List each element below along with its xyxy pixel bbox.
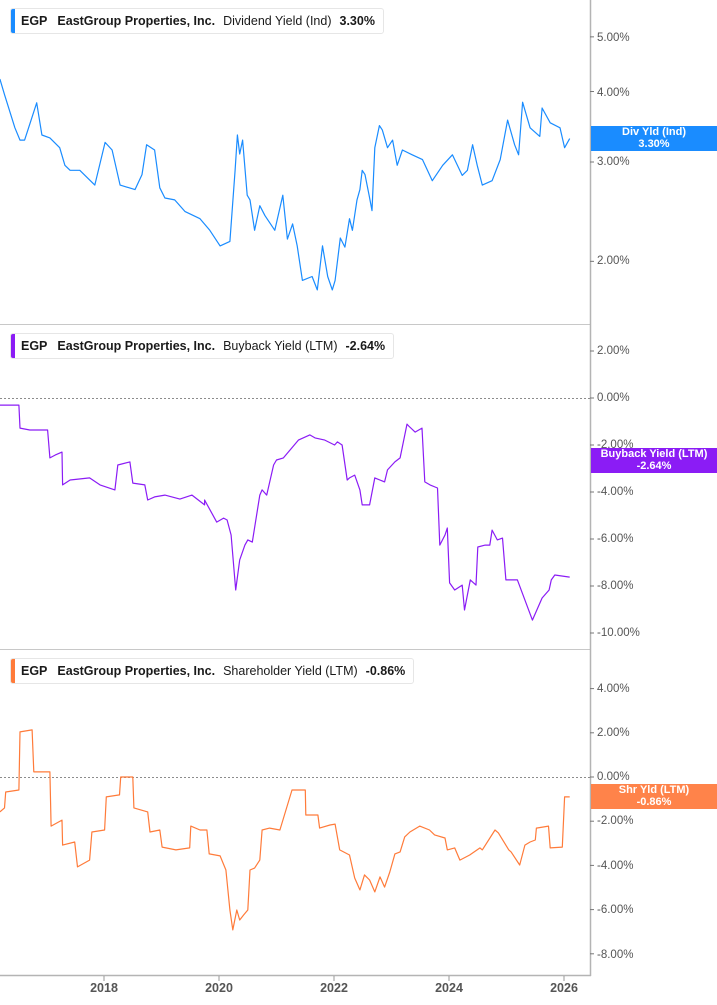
y-tick-label: 4.00% bbox=[597, 87, 630, 99]
legend-dividend-yield[interactable]: EGP EastGroup Properties, Inc. Dividend … bbox=[10, 8, 384, 34]
x-tick-marks bbox=[103, 976, 565, 981]
y-tick-label: -8.00% bbox=[597, 580, 634, 592]
y-tick-label: 3.00% bbox=[597, 156, 630, 168]
y-tick-label: -4.00% bbox=[597, 860, 634, 872]
legend-ticker: EGP bbox=[21, 339, 48, 353]
legend-metric: Dividend Yield (Ind) bbox=[223, 14, 332, 28]
legend-metric: Buyback Yield (LTM) bbox=[223, 339, 338, 353]
x-tick-label: 2022 bbox=[320, 981, 348, 995]
legend-ticker: EGP bbox=[21, 14, 48, 28]
legend-color-bar bbox=[11, 334, 15, 358]
legend-color-bar bbox=[11, 659, 15, 683]
dividend-yield-line[interactable] bbox=[0, 78, 571, 291]
legend-buyback-yield[interactable]: EGP EastGroup Properties, Inc. Buyback Y… bbox=[10, 333, 395, 359]
flag-value: -2.64% bbox=[636, 459, 672, 472]
x-tick-label: 2024 bbox=[435, 981, 463, 995]
shareholder-yield-line[interactable] bbox=[0, 729, 570, 931]
y-tick-label: -8.00% bbox=[597, 949, 634, 961]
current-value-flag-dividend: Div Yld (Ind) 3.30% bbox=[591, 126, 717, 151]
x-tick-label: 2018 bbox=[90, 981, 118, 995]
y-tick-label: -4.00% bbox=[597, 486, 634, 498]
y-tick-label: -6.00% bbox=[597, 533, 634, 545]
x-tick-label: 2020 bbox=[205, 981, 233, 995]
y-tick-label: -6.00% bbox=[597, 904, 634, 916]
y-tick-label: 2.00% bbox=[597, 727, 630, 739]
legend-color-bar bbox=[11, 9, 15, 33]
y-tick-marks bbox=[590, 36, 594, 955]
legend-company: EastGroup Properties, Inc. bbox=[57, 664, 216, 678]
legend-metric: Shareholder Yield (LTM) bbox=[223, 664, 358, 678]
x-tick-label: 2026 bbox=[550, 981, 578, 995]
current-value-flag-buyback: Buyback Yield (LTM) -2.64% bbox=[591, 448, 717, 473]
legend-value: -0.86% bbox=[365, 664, 406, 678]
legend-company: EastGroup Properties, Inc. bbox=[57, 339, 216, 353]
legend-value: 3.30% bbox=[339, 14, 375, 28]
y-tick-label: 2.00% bbox=[597, 345, 630, 357]
y-tick-label: -10.00% bbox=[597, 627, 640, 639]
y-tick-label: -2.00% bbox=[597, 815, 634, 827]
legend-value: -2.64% bbox=[345, 339, 386, 353]
y-tick-label: 0.00% bbox=[597, 392, 630, 404]
flag-title: Div Yld (Ind) bbox=[622, 126, 686, 138]
legend-company: EastGroup Properties, Inc. bbox=[57, 14, 216, 28]
flag-title: Buyback Yield (LTM) bbox=[600, 448, 708, 460]
flag-title: Shr Yld (LTM) bbox=[618, 784, 690, 796]
y-tick-label: 5.00% bbox=[597, 32, 630, 44]
buyback-yield-line[interactable] bbox=[0, 404, 570, 621]
y-tick-label: 4.00% bbox=[597, 683, 630, 695]
flag-value: 3.30% bbox=[638, 137, 670, 150]
legend-ticker: EGP bbox=[21, 664, 48, 678]
legend-shareholder-yield[interactable]: EGP EastGroup Properties, Inc. Sharehold… bbox=[10, 658, 415, 684]
flag-value: -0.86% bbox=[636, 795, 672, 808]
y-tick-label: 0.00% bbox=[597, 771, 630, 783]
current-value-flag-shareholder: Shr Yld (LTM) -0.86% bbox=[591, 784, 717, 809]
y-tick-label: 2.00% bbox=[597, 255, 630, 267]
